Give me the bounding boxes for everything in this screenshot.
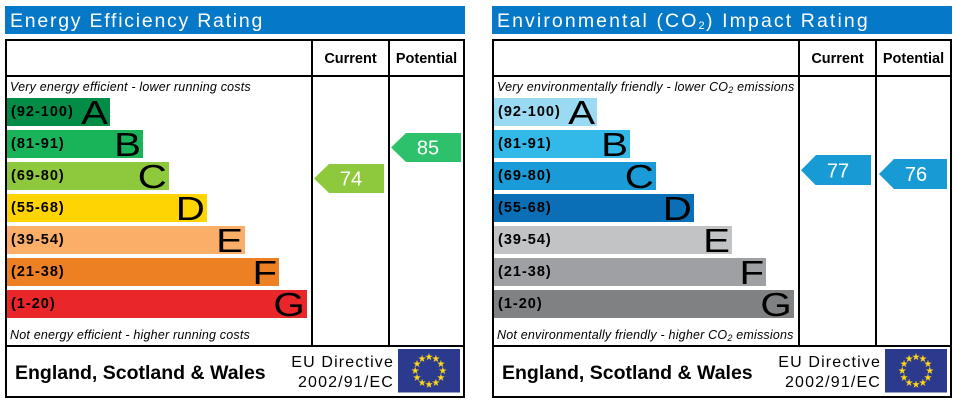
svg-text:77: 77 [827,160,849,182]
svg-text:74: 74 [340,168,362,190]
svg-text:85: 85 [416,137,438,159]
svg-text:76: 76 [905,164,927,186]
